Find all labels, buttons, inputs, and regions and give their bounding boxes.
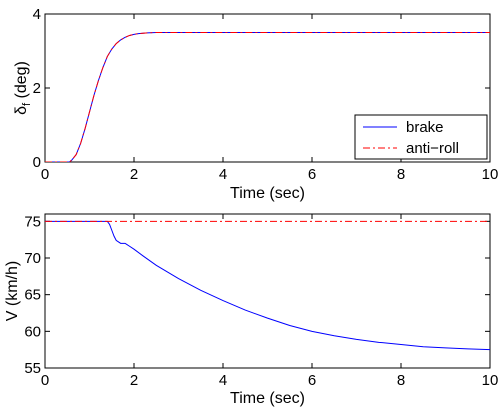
x-axis-label: Time (sec) [230, 390, 305, 407]
x-tick-label: 6 [308, 166, 316, 183]
steering-angle-plot: 0 2 4 6 8 10 0 2 4 Time (sec) δf (deg) brake an… [13, 6, 498, 202]
legend-label-anti-roll: anti−roll [406, 140, 459, 157]
series-line-anti-roll [45, 32, 490, 162]
x-tick-label: 6 [308, 372, 316, 389]
velocity-plot: 0 2 4 6 8 10 55 60 65 70 75 Time (sec) V (km/h) [4, 213, 498, 407]
x-tick-label: 8 [397, 166, 405, 183]
y-axis-label: V (km/h) [4, 261, 21, 321]
x-tick-labels: 0 2 4 6 8 10 [41, 166, 499, 183]
legend: brake anti−roll [354, 114, 488, 160]
y-axis-label: δf (deg) [13, 61, 33, 115]
x-tick-label: 4 [219, 372, 227, 389]
legend-label-brake: brake [406, 119, 444, 136]
series-group [45, 220, 490, 351]
x-tick-label: 0 [41, 372, 49, 389]
x-tick-label: 0 [41, 166, 49, 183]
series-group [45, 32, 490, 162]
y-tick-label: 75 [24, 213, 41, 230]
x-tick-label: 10 [482, 372, 499, 389]
y-tick-label: 60 [24, 323, 41, 340]
y-tick-label: 2 [33, 80, 41, 97]
y-tick-label: 0 [33, 154, 41, 171]
legend-box [354, 114, 488, 160]
x-axis-label: Time (sec) [230, 185, 305, 202]
plot-frame [44, 213, 491, 369]
x-tick-label: 8 [397, 372, 405, 389]
series-line-brake [45, 220, 490, 351]
x-tick-label: 4 [219, 166, 227, 183]
y-tick-labels: 0 2 4 [33, 6, 41, 171]
y-tick-label: 70 [24, 250, 41, 267]
y-tick-label: 4 [33, 6, 41, 23]
x-tick-label: 2 [130, 372, 138, 389]
y-tick-label: 55 [24, 360, 41, 377]
x-tick-label: 10 [482, 166, 499, 183]
x-tick-label: 2 [130, 166, 138, 183]
x-tick-labels: 0 2 4 6 8 10 [41, 372, 499, 389]
y-tick-labels: 55 60 65 70 75 [24, 213, 41, 377]
y-tick-label: 65 [24, 287, 41, 304]
